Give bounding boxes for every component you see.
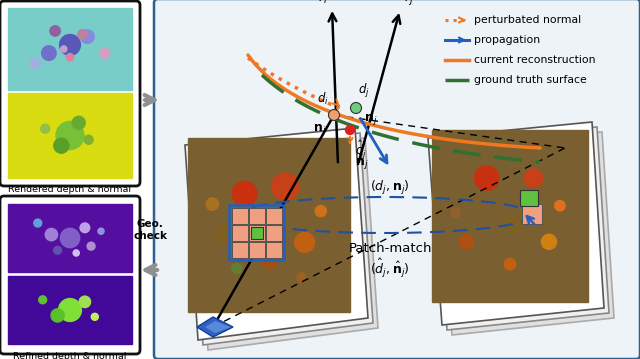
Circle shape: [30, 59, 40, 69]
Bar: [8, 93, 132, 178]
Circle shape: [54, 246, 61, 254]
Circle shape: [80, 223, 90, 233]
Circle shape: [328, 109, 339, 121]
Text: $(\hat{d}_j, \hat{\mathbf{n}}_j)$: $(\hat{d}_j, \hat{\mathbf{n}}_j)$: [370, 256, 410, 280]
Text: $r_j$: $r_j$: [404, 0, 415, 8]
Text: $(d_j, \mathbf{n}_j)$: $(d_j, \mathbf{n}_j)$: [370, 179, 410, 197]
Circle shape: [61, 46, 67, 52]
Bar: [522, 204, 542, 224]
Polygon shape: [190, 133, 373, 345]
Bar: [188, 138, 350, 312]
Text: propagation: propagation: [474, 35, 540, 45]
Polygon shape: [428, 122, 604, 325]
Bar: [8, 8, 132, 90]
Text: $\mathbf{n}_i$: $\mathbf{n}_i$: [312, 123, 326, 136]
Circle shape: [524, 169, 543, 187]
Circle shape: [260, 251, 278, 269]
Bar: [520, 190, 538, 206]
Circle shape: [84, 135, 93, 144]
Circle shape: [346, 126, 355, 135]
Text: $\hat{\mathbf{n}}_j$: $\hat{\mathbf{n}}_j$: [355, 152, 369, 172]
Circle shape: [45, 228, 58, 241]
Circle shape: [51, 309, 64, 322]
Text: $\mathbf{n}_j$: $\mathbf{n}_j$: [364, 112, 378, 127]
Bar: [249, 242, 265, 258]
Polygon shape: [205, 321, 231, 333]
Circle shape: [92, 313, 99, 320]
Circle shape: [54, 138, 69, 153]
Circle shape: [541, 234, 557, 250]
Circle shape: [256, 216, 266, 227]
Text: $\hat{d}_j$: $\hat{d}_j$: [355, 138, 367, 161]
Circle shape: [77, 29, 87, 39]
Polygon shape: [438, 132, 614, 335]
Bar: [266, 225, 282, 241]
Bar: [249, 208, 265, 224]
Circle shape: [505, 216, 521, 233]
Text: perturbated normal: perturbated normal: [474, 15, 581, 25]
Circle shape: [81, 30, 94, 43]
Circle shape: [56, 121, 84, 149]
Circle shape: [351, 103, 362, 113]
Bar: [8, 204, 132, 272]
Bar: [266, 208, 282, 224]
Bar: [8, 276, 132, 344]
Polygon shape: [433, 127, 609, 330]
Circle shape: [60, 34, 81, 55]
Circle shape: [206, 198, 218, 210]
Polygon shape: [197, 317, 233, 337]
Circle shape: [555, 200, 565, 211]
Text: Rendered depth & normal: Rendered depth & normal: [8, 185, 131, 194]
Circle shape: [232, 181, 257, 206]
Polygon shape: [185, 128, 368, 340]
Circle shape: [474, 166, 499, 190]
Circle shape: [297, 273, 306, 281]
FancyBboxPatch shape: [154, 0, 640, 359]
Circle shape: [451, 208, 460, 217]
Circle shape: [504, 258, 516, 270]
Text: $d_i$: $d_i$: [317, 91, 329, 107]
Bar: [249, 225, 265, 241]
Bar: [232, 225, 248, 241]
Circle shape: [42, 46, 56, 60]
Bar: [232, 208, 248, 224]
Circle shape: [73, 250, 79, 256]
Circle shape: [232, 264, 241, 274]
Text: Patch-match: Patch-match: [348, 242, 432, 255]
Circle shape: [60, 228, 80, 248]
Circle shape: [59, 299, 81, 321]
Circle shape: [34, 219, 42, 227]
FancyBboxPatch shape: [0, 196, 140, 354]
Circle shape: [271, 173, 299, 200]
Text: $d_j$: $d_j$: [358, 82, 370, 100]
Bar: [229, 205, 284, 260]
FancyBboxPatch shape: [0, 1, 140, 186]
Circle shape: [87, 242, 95, 250]
Circle shape: [50, 26, 60, 36]
Bar: [251, 227, 263, 239]
Circle shape: [67, 53, 74, 61]
Circle shape: [460, 235, 474, 249]
Bar: [432, 130, 588, 302]
Circle shape: [294, 233, 315, 252]
Text: current reconstruction: current reconstruction: [474, 55, 595, 65]
Text: Geo.
check: Geo. check: [133, 219, 167, 241]
Circle shape: [41, 124, 50, 133]
Text: Refined depth & normal: Refined depth & normal: [13, 352, 127, 359]
Circle shape: [215, 225, 232, 242]
Circle shape: [39, 296, 47, 304]
Bar: [232, 242, 248, 258]
Circle shape: [98, 228, 104, 234]
Text: $r_i$: $r_i$: [317, 0, 328, 6]
Bar: [266, 242, 282, 258]
Circle shape: [72, 116, 85, 129]
Circle shape: [316, 205, 326, 217]
Text: ground truth surface: ground truth surface: [474, 75, 587, 85]
Circle shape: [79, 296, 91, 308]
Circle shape: [100, 48, 110, 58]
Polygon shape: [195, 138, 378, 350]
